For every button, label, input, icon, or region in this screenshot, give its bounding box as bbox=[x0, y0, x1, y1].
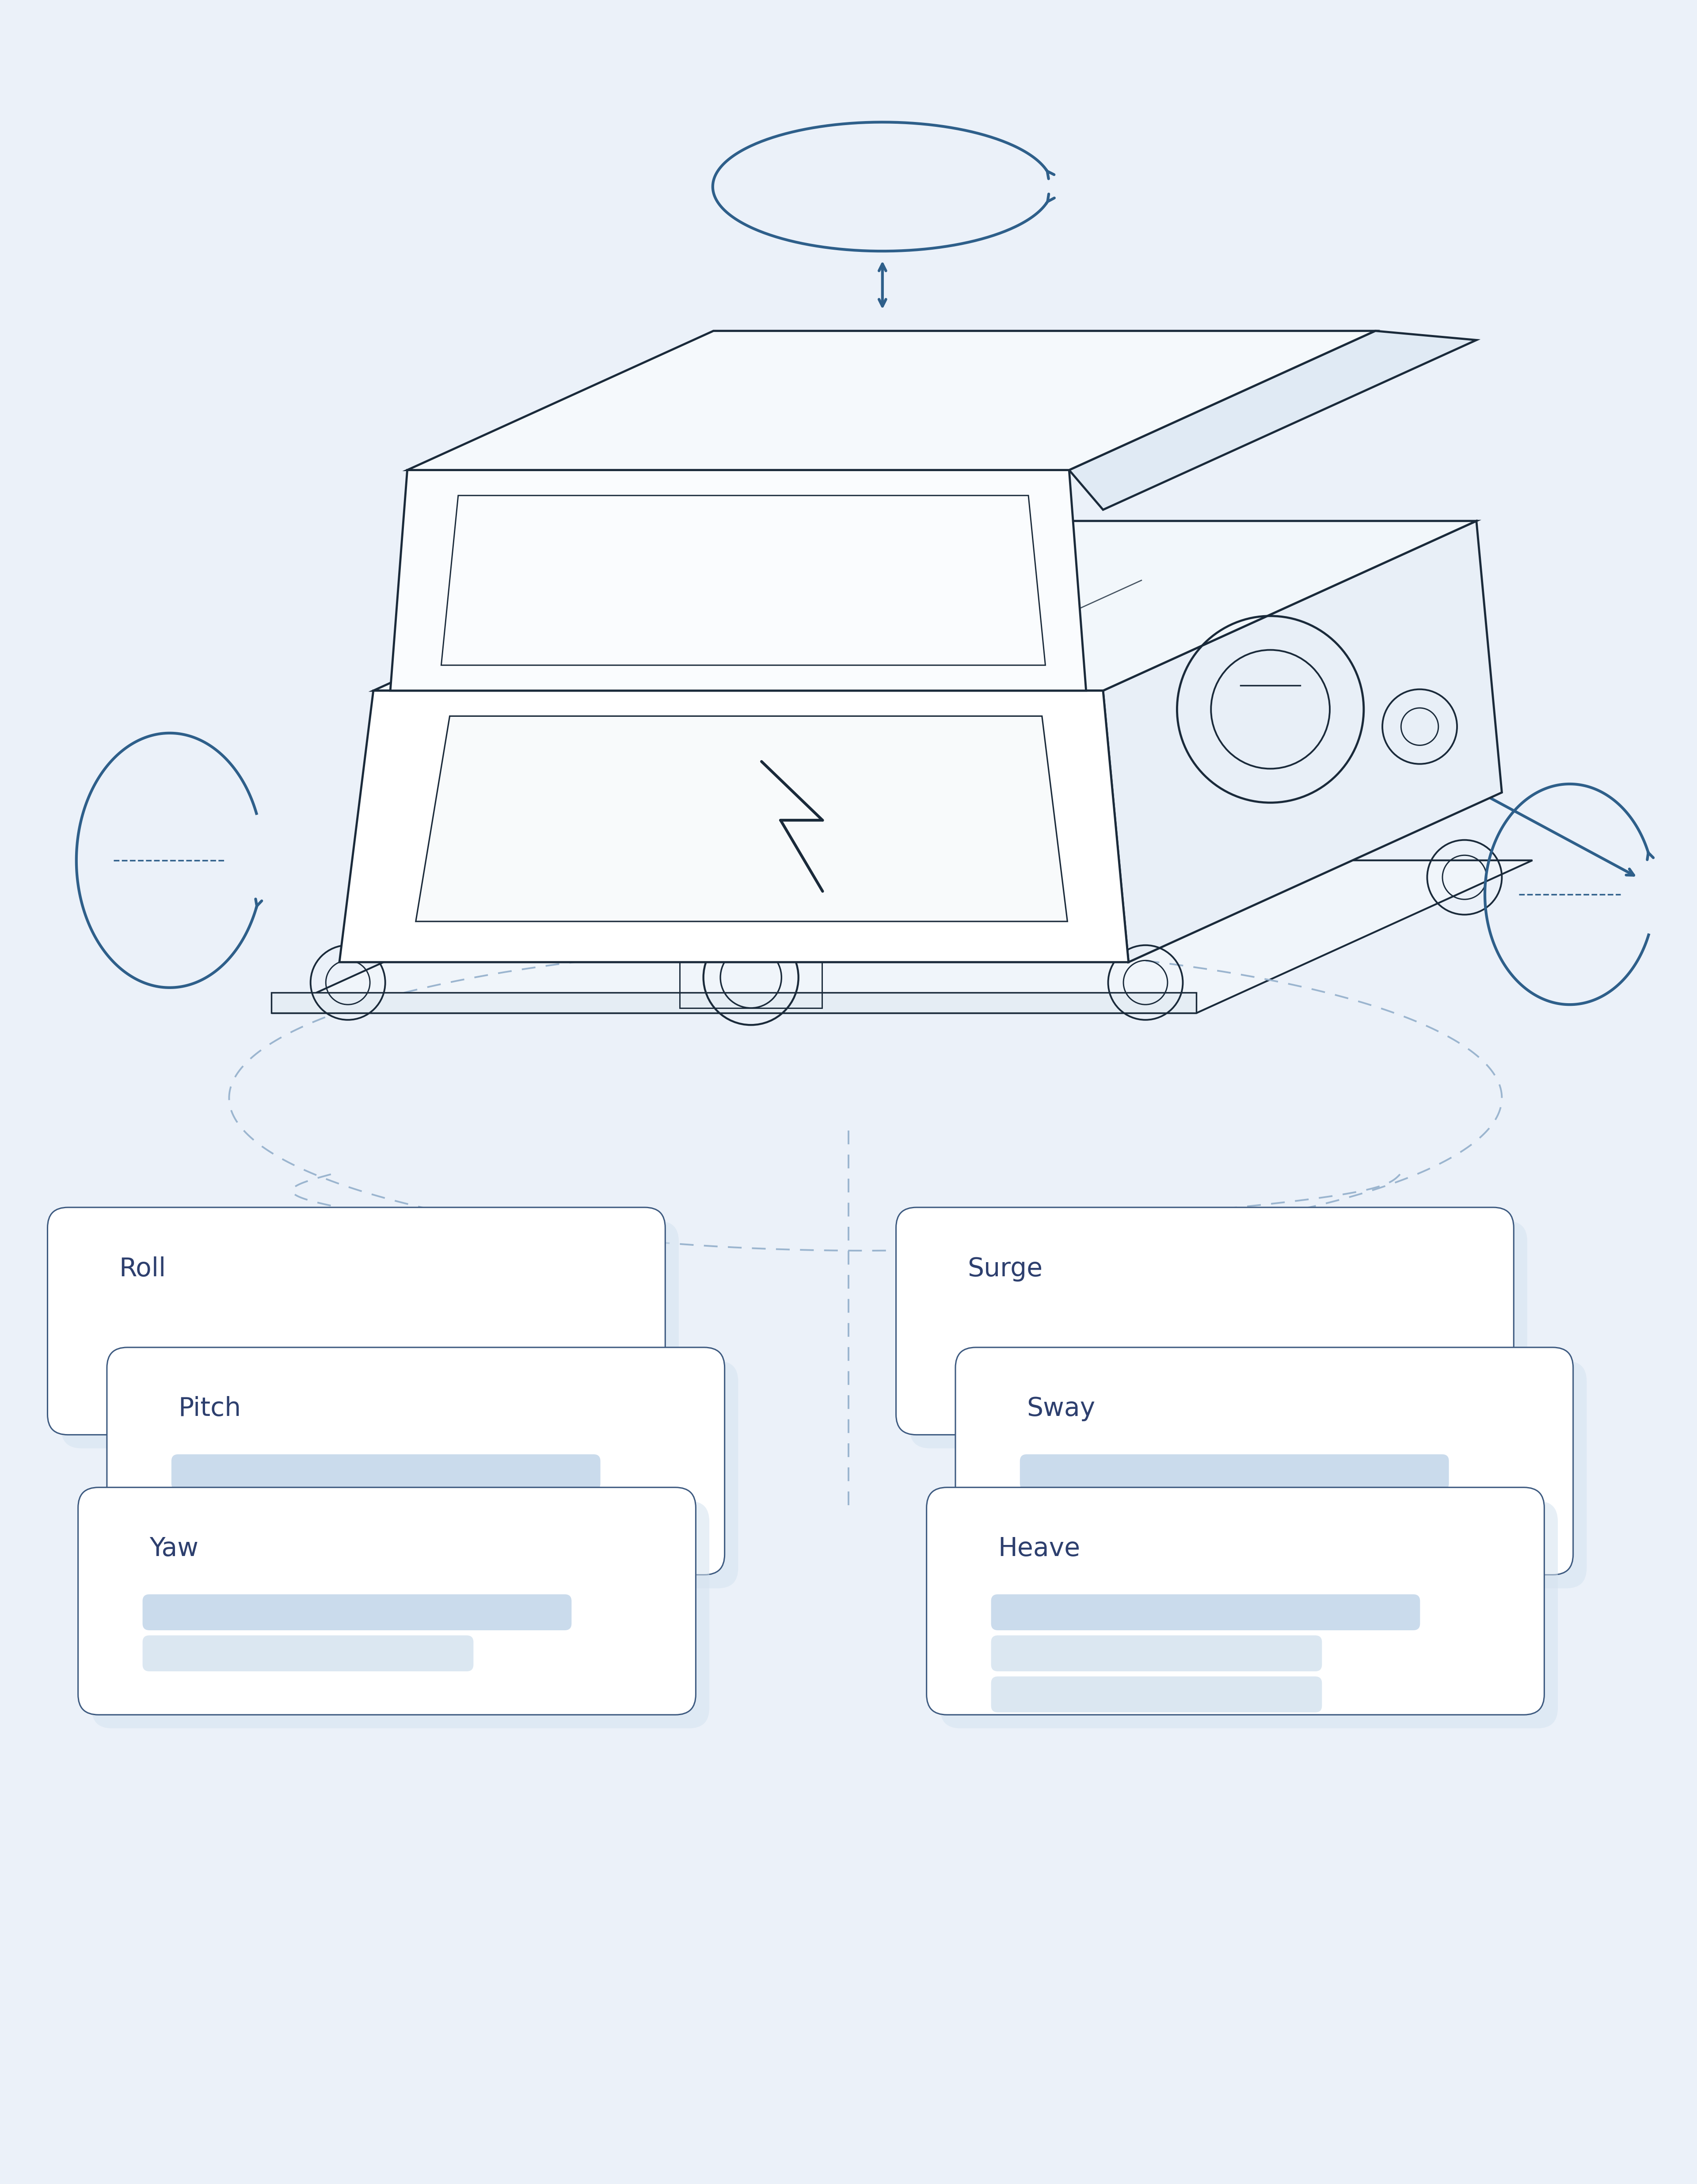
Polygon shape bbox=[407, 332, 1375, 470]
FancyBboxPatch shape bbox=[1020, 1455, 1449, 1489]
Text: Roll: Roll bbox=[119, 1256, 166, 1282]
FancyBboxPatch shape bbox=[143, 1594, 572, 1629]
Polygon shape bbox=[272, 860, 1532, 1013]
FancyBboxPatch shape bbox=[991, 1636, 1322, 1671]
Text: Yaw: Yaw bbox=[149, 1535, 199, 1562]
Text: Sway: Sway bbox=[1027, 1396, 1095, 1422]
FancyBboxPatch shape bbox=[61, 1221, 679, 1448]
FancyBboxPatch shape bbox=[48, 1208, 665, 1435]
Polygon shape bbox=[272, 994, 1196, 1013]
FancyBboxPatch shape bbox=[927, 1487, 1544, 1714]
FancyBboxPatch shape bbox=[78, 1487, 696, 1714]
FancyBboxPatch shape bbox=[910, 1221, 1527, 1448]
Polygon shape bbox=[1103, 522, 1502, 963]
FancyBboxPatch shape bbox=[143, 1636, 473, 1671]
FancyBboxPatch shape bbox=[107, 1348, 725, 1575]
FancyBboxPatch shape bbox=[991, 1594, 1420, 1629]
Polygon shape bbox=[390, 470, 1086, 690]
FancyBboxPatch shape bbox=[940, 1500, 1558, 1728]
FancyBboxPatch shape bbox=[171, 1455, 601, 1489]
Text: Pitch: Pitch bbox=[178, 1396, 241, 1422]
Polygon shape bbox=[416, 716, 1067, 922]
Text: Surge: Surge bbox=[967, 1256, 1042, 1282]
Polygon shape bbox=[1069, 332, 1476, 509]
FancyBboxPatch shape bbox=[896, 1208, 1514, 1435]
FancyBboxPatch shape bbox=[92, 1500, 709, 1728]
Polygon shape bbox=[339, 690, 1129, 963]
FancyBboxPatch shape bbox=[969, 1361, 1587, 1588]
Text: Heave: Heave bbox=[998, 1535, 1079, 1562]
FancyBboxPatch shape bbox=[120, 1361, 738, 1588]
Polygon shape bbox=[373, 522, 1476, 690]
FancyBboxPatch shape bbox=[955, 1348, 1573, 1575]
FancyBboxPatch shape bbox=[991, 1677, 1322, 1712]
